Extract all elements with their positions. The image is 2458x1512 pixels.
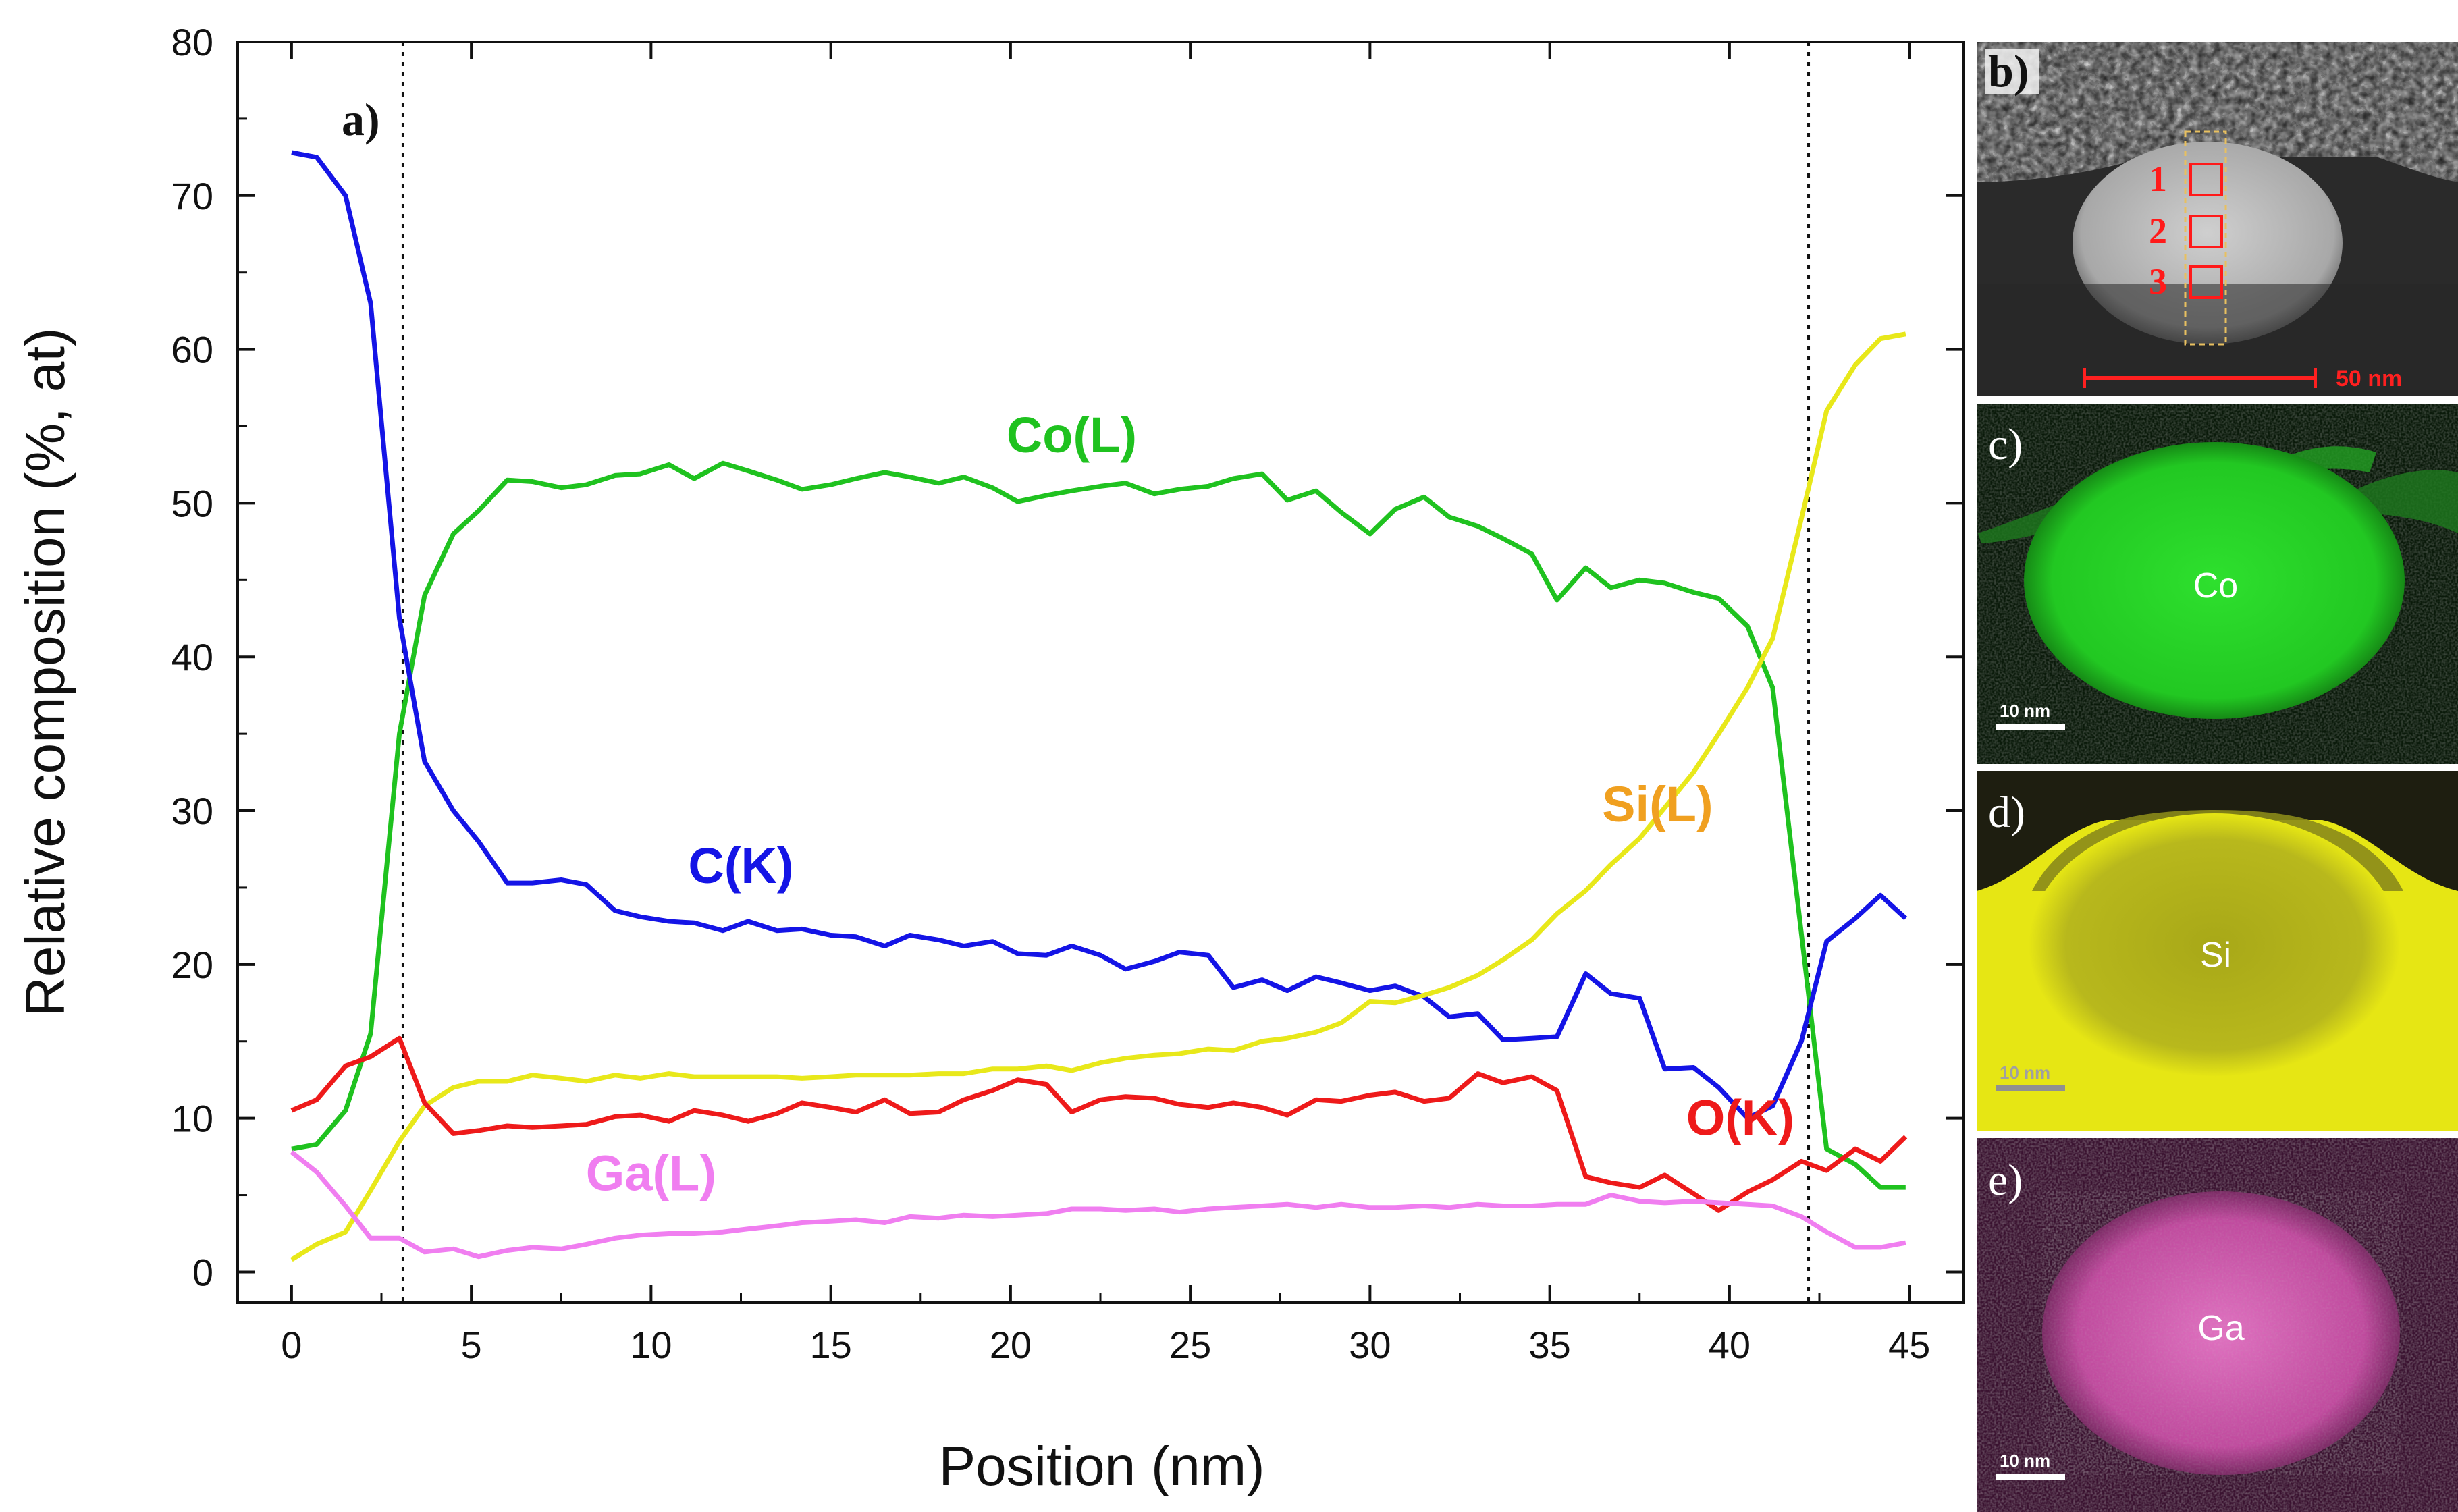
scale-bar-d — [1996, 1085, 2065, 1091]
scale-bar-label: 50 nm — [2336, 366, 2402, 392]
x-tick-label: 40 — [1709, 1324, 1751, 1366]
panel-d-label: d) — [1988, 788, 2025, 837]
composition-chart: 0 5 10 15 20 25 30 35 40 45 0 10 20 30 40 50 60 70 80 Co(L… — [15, 21, 1965, 1497]
y-tick-label: 0 — [192, 1251, 213, 1293]
panel-c-label: c) — [1988, 420, 2023, 469]
series-label-ga-l: Ga(L) — [586, 1145, 716, 1202]
y-tick-label: 50 — [171, 482, 213, 524]
y-tick-label: 80 — [171, 21, 213, 63]
panel-e-ga-map: e) Ga 10 nm — [1977, 1138, 2458, 1512]
ga-element-label: Ga — [2197, 1309, 2244, 1348]
y-axis-title: Relative composition (%, at) — [15, 328, 76, 1017]
panel-e-label: e) — [1988, 1156, 2023, 1205]
co-particle — [2024, 442, 2405, 719]
x-axis-title: Position (nm) — [938, 1436, 1264, 1497]
panel-d-si-map: d) Si 10 nm — [1977, 771, 2458, 1131]
y-tick-label: 60 — [171, 329, 213, 371]
y-tick-label: 30 — [171, 790, 213, 832]
boundary-lines — [401, 42, 1811, 1303]
x-tick-label: 20 — [990, 1324, 1032, 1366]
series-line-ga-l — [290, 1150, 1906, 1260]
tick-labels: 0 5 10 15 20 25 30 35 40 45 0 10 20 30 40 50 60 70 80 — [171, 21, 1931, 1366]
series-line-si-l — [290, 331, 1906, 1262]
co-element-label: Co — [2193, 566, 2238, 605]
series-label-si-l: Si(L) — [1602, 776, 1713, 832]
x-tick-label: 10 — [630, 1324, 672, 1366]
panel-b-label: b) — [1988, 45, 2029, 97]
si-element-label: Si — [2200, 936, 2231, 975]
scale-bar-e — [1996, 1474, 2065, 1480]
series-labels: Co(L) C(K) Si(L) O(K) Ga(L) — [586, 407, 1794, 1201]
region-number-1: 1 — [2149, 159, 2167, 199]
scale-bar-c-label: 10 nm — [2000, 701, 2050, 721]
region-number-2: 2 — [2149, 211, 2167, 251]
region-number-3: 3 — [2149, 261, 2167, 302]
x-tick-label: 0 — [281, 1324, 302, 1366]
region-box-1 — [2189, 163, 2223, 196]
series-label-o-k: O(K) — [1686, 1090, 1794, 1146]
y-tick-label: 70 — [171, 175, 213, 217]
series-label-co-l: Co(L) — [1007, 407, 1137, 463]
y-tick-label: 40 — [171, 636, 213, 678]
region-box-2 — [2189, 215, 2223, 248]
x-tick-label: 25 — [1169, 1324, 1211, 1366]
scale-bar-d-label: 10 nm — [2000, 1062, 2050, 1083]
panel-a-label: a) — [342, 94, 380, 145]
x-tick-label: 45 — [1888, 1324, 1930, 1366]
axis-ticks — [238, 40, 1963, 1303]
y-tick-label: 10 — [171, 1098, 213, 1140]
region-box-3 — [2189, 265, 2223, 299]
series-line-o-k — [290, 1035, 1908, 1213]
x-tick-label: 5 — [461, 1324, 482, 1366]
x-tick-label: 15 — [809, 1324, 851, 1366]
scale-bar-e-label: 10 nm — [2000, 1451, 2050, 1471]
linescan-box — [2184, 130, 2227, 346]
series-lines — [290, 150, 1908, 1262]
panel-c-co-map: c) Co 10 nm — [1977, 404, 2458, 764]
series-line-co-l — [291, 460, 1906, 1190]
series-line-c-k — [291, 150, 1908, 1121]
x-tick-label: 35 — [1528, 1324, 1570, 1366]
x-tick-label: 30 — [1349, 1324, 1391, 1366]
panel-b-stem-image: 1 2 3 50 nm b) — [1977, 42, 2458, 396]
series-label-c-k: C(K) — [688, 838, 793, 894]
scale-bar-c — [1996, 724, 2065, 730]
y-tick-label: 20 — [171, 944, 213, 986]
si-void — [2029, 813, 2400, 1077]
